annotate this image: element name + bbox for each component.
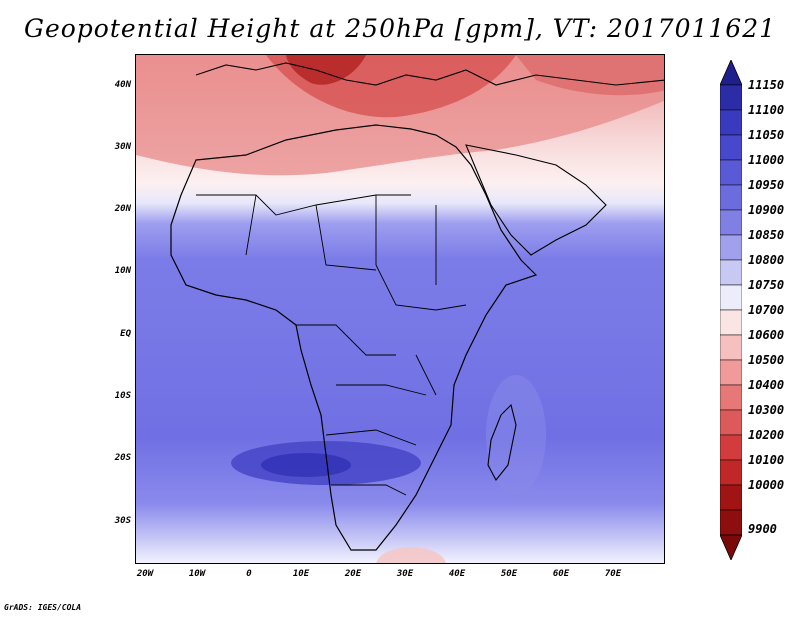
lat-label-30s: 30S: [114, 516, 131, 526]
lat-label-20s: 20S: [114, 453, 131, 463]
minimum-core: [286, 55, 366, 85]
colorbar-label-10750: 10750: [748, 278, 785, 292]
lon-label-40e: 40E: [448, 569, 466, 579]
lon-label-0: 0: [246, 569, 252, 579]
map-plot-area: [135, 54, 665, 564]
country-borders: [196, 194, 467, 496]
colorbar-swatch-12: [720, 384, 742, 411]
colorbar-label-10850: 10850: [748, 228, 785, 242]
colorbar-top-arrow: [720, 60, 742, 86]
height-field-map: [136, 55, 664, 563]
colorbar-swatch-1: [720, 109, 742, 136]
colorbar-swatch-7: [720, 259, 742, 286]
colorbar-label-10300: 10300: [748, 403, 785, 417]
colorbar-label-10900: 10900: [748, 203, 785, 217]
colorbar-swatch-0: [720, 84, 742, 111]
africa-coastline: [170, 124, 538, 551]
colorbar-label-11000: 11000: [748, 153, 785, 167]
lat-label-eq: EQ: [120, 329, 131, 339]
colorbar-swatch-10: [720, 334, 742, 361]
lat-label-20n: 20N: [114, 204, 131, 214]
colorbar-swatch-8: [720, 284, 742, 311]
colorbar-label-10200: 10200: [748, 428, 785, 442]
madagascar-outline: [487, 403, 517, 481]
colorbar-swatch-4: [720, 184, 742, 211]
lon-label-10w: 10W: [188, 569, 206, 579]
lon-label-60e: 60E: [552, 569, 570, 579]
colorbar-label-10400: 10400: [748, 378, 785, 392]
colorbar-label-11050: 11050: [748, 128, 785, 142]
lon-label-70e: 70E: [604, 569, 622, 579]
lon-label-20e: 20E: [344, 569, 362, 579]
colorbar-label-10100: 10100: [748, 453, 785, 467]
colorbar-label-10800: 10800: [748, 253, 785, 267]
europe-coastline: [195, 62, 664, 86]
colorbar-swatch-5: [720, 209, 742, 236]
colorbar-bottom-arrow: [720, 534, 742, 560]
colorbar: [720, 60, 742, 560]
colorbar-swatch-14: [720, 434, 742, 461]
colorbar-label-9900: 9900: [748, 522, 777, 536]
lon-label-20w: 20W: [136, 569, 154, 579]
lon-label-30e: 30E: [396, 569, 414, 579]
southern-high-inner: [261, 453, 351, 477]
map-title: Geopotential Height at 250hPa [gpm], VT:…: [23, 14, 777, 43]
lat-label-30n: 30N: [114, 142, 131, 152]
colorbar-swatch-15: [720, 459, 742, 486]
colorbar-label-10950: 10950: [748, 178, 785, 192]
colorbar-swatch-3: [720, 159, 742, 186]
colorbar-label-10700: 10700: [748, 303, 785, 317]
southern-tip-warm: [376, 547, 446, 563]
colorbar-swatch-16: [720, 484, 742, 511]
colorbar-swatch-11: [720, 359, 742, 386]
colorbar-swatch-9: [720, 309, 742, 336]
colorbar-label-10600: 10600: [748, 328, 785, 342]
arabia-outline: [465, 144, 607, 256]
colorbar-swatch-13: [720, 409, 742, 436]
colorbar-label-10500: 10500: [748, 353, 785, 367]
colorbar-swatch-2: [720, 134, 742, 161]
footer-credit: GrADS: IGES/COLA: [4, 603, 82, 612]
colorbar-label-10000: 10000: [748, 478, 785, 492]
colorbar-swatch-17: [720, 509, 742, 536]
lat-label-10n: 10N: [114, 266, 131, 276]
lon-label-10e: 10E: [292, 569, 310, 579]
colorbar-label-11100: 11100: [748, 103, 785, 117]
colorbar-label-11150: 11150: [748, 78, 785, 92]
low-height-core-northeast: [516, 55, 664, 96]
indian-ocean-high: [486, 375, 546, 495]
colorbar-swatch-6: [720, 234, 742, 261]
lat-label-40n: 40N: [114, 80, 131, 90]
lon-label-50e: 50E: [500, 569, 518, 579]
lat-label-10s: 10S: [114, 391, 131, 401]
